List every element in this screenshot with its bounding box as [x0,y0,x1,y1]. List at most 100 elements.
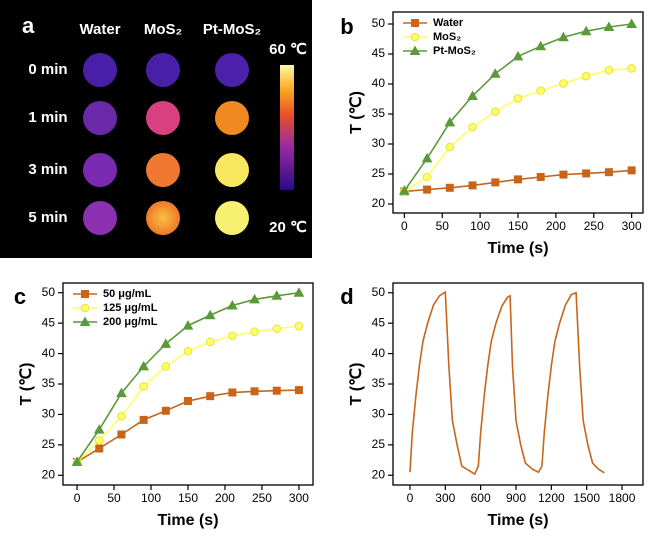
marker [558,31,569,42]
marker [423,185,432,194]
legend-marker [79,316,91,326]
x-tick-label: 0 [74,491,81,505]
legend-marker [409,45,421,55]
y-tick-label: 35 [372,106,386,120]
x-tick-label: 300 [435,491,455,505]
legend-marker [411,19,419,27]
spot [215,101,249,135]
marker [468,181,477,190]
x-tick-label: 150 [508,219,528,233]
legend-label: 125 μg/mL [103,302,158,314]
marker [294,321,304,331]
y-tick-label: 20 [372,467,386,481]
marker [627,166,636,175]
x-tick-label: 50 [107,491,121,505]
x-tick-label: 1500 [573,491,600,505]
marker [139,382,148,391]
panel-label: d [340,284,353,309]
y-tick-label: 20 [42,467,56,481]
marker [206,392,215,401]
marker [604,65,614,75]
marker [184,397,192,406]
marker [513,94,523,103]
y-tick-label: 30 [372,407,386,421]
marker [512,50,524,61]
y-axis-label: T (℃) [348,91,365,134]
y-tick-label: 25 [372,166,386,180]
legend-label: Water [433,17,464,29]
marker [204,309,216,320]
marker [581,71,591,81]
x-tick-label: 900 [506,491,526,505]
data-line [409,290,605,476]
marker [444,116,456,127]
marker [183,346,193,356]
marker [489,68,501,78]
x-axis-label: Time (s) [157,512,218,529]
plot-frame [62,282,314,486]
marker [117,430,126,439]
marker [161,406,170,415]
plot-frame [392,11,644,214]
legend-marker [410,32,420,42]
y-tick-label: 30 [372,136,386,150]
x-tick-label: 300 [622,219,642,233]
y-tick-label: 45 [372,315,386,329]
spot [83,153,117,187]
marker [93,424,105,434]
marker [490,107,500,116]
marker [582,169,591,178]
y-tick-label: 40 [372,76,386,90]
row-label: 1 min [28,109,67,126]
x-tick-label: 100 [141,491,161,505]
panel-label: c [14,284,26,309]
marker [116,387,127,398]
marker [580,25,592,36]
x-tick-label: 1200 [538,491,565,505]
y-tick-label: 25 [42,437,56,451]
plot-frame [392,282,644,486]
marker [205,337,215,347]
y-tick-label: 25 [372,437,386,451]
marker [160,338,172,348]
column-label: Water [79,21,120,38]
marker [421,152,433,163]
marker [250,327,259,336]
panel-label: b [340,14,353,39]
marker [445,142,455,152]
row-label: 0 min [28,61,67,78]
marker [161,362,171,371]
x-tick-label: 0 [407,491,414,505]
legend-label: 200 μg/mL [103,316,158,328]
x-axis-label: Time (s) [487,240,548,257]
marker [603,21,615,31]
spot [83,201,117,235]
marker [227,299,238,310]
legend-label: MoS₂ [433,31,461,43]
scale-max: 60 ℃ [269,41,307,58]
spot [146,201,180,235]
x-axis-label: Time (s) [487,512,548,529]
panel-label: a [22,13,35,38]
marker [249,293,260,304]
spot [215,53,249,87]
x-tick-label: 100 [470,219,490,233]
marker [228,331,237,341]
marker [294,386,303,395]
y-axis-label: T (℃) [348,363,365,406]
y-tick-label: 50 [372,16,386,30]
y-tick-label: 40 [42,346,56,360]
marker [94,436,104,445]
x-tick-label: 50 [436,219,450,233]
thermal-panel: a Water MoS₂ Pt-MoS₂ 0 min 1 min 3 min 5… [0,0,312,258]
marker [536,173,545,181]
x-tick-label: 600 [471,491,491,505]
marker [422,172,432,182]
x-tick-label: 250 [584,219,604,233]
spot [146,153,180,187]
x-tick-label: 250 [252,491,272,505]
legend-label: Pt-MoS₂ [433,45,476,57]
marker [491,178,500,187]
legend-marker [81,290,89,298]
